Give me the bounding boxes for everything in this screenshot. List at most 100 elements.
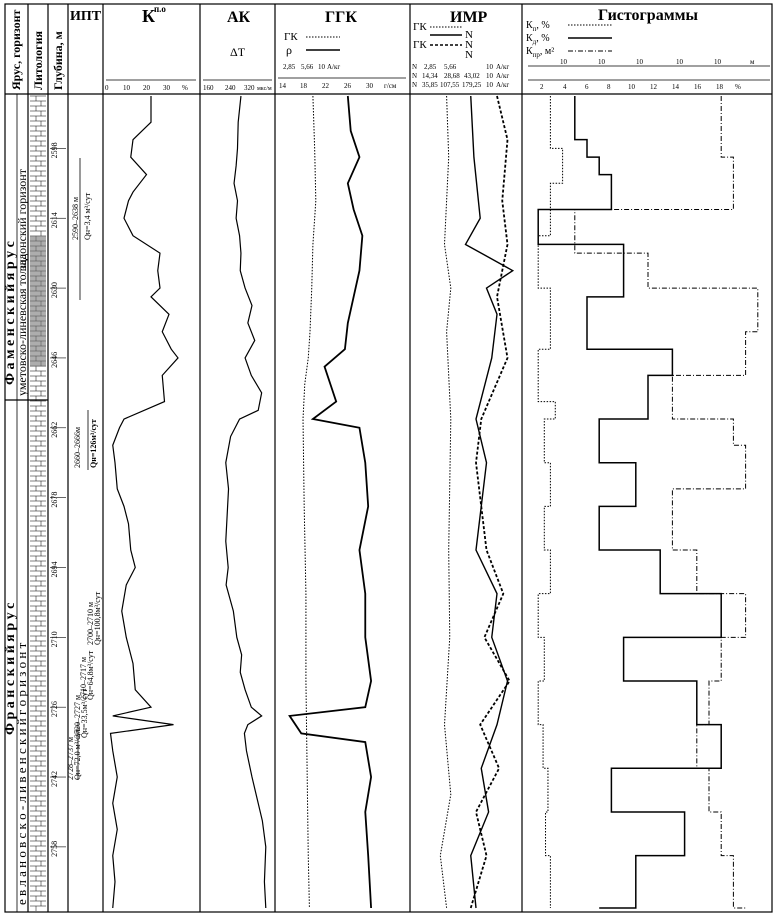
curve-1-0	[225, 95, 267, 909]
svg-text:10: 10	[628, 83, 636, 91]
curve-4-2	[574, 96, 759, 909]
ak-header: АК	[227, 9, 251, 26]
stage-evlan: е в л а н о в с к о - л и в е н с к и й …	[14, 642, 29, 905]
svg-text:16: 16	[694, 83, 702, 91]
svg-text:14,34: 14,34	[422, 72, 438, 80]
grid-frame	[4, 3, 773, 913]
test1-q: Qн=3,4 м³/сут	[83, 192, 92, 240]
svg-text:5,66: 5,66	[444, 63, 457, 71]
svg-text:6: 6	[585, 83, 589, 91]
svg-text:12: 12	[650, 83, 658, 91]
hist-legend-kpr: Кпр, м²	[526, 46, 554, 59]
ggk-legend-gk: ГК	[284, 31, 298, 43]
svg-text:2,85: 2,85	[283, 63, 296, 71]
curves	[109, 95, 759, 909]
ak-scale: 160 240 320 мкс/м	[203, 79, 272, 92]
stage-ustelivo: уметовско-линевская толща	[15, 253, 29, 396]
svg-text:20: 20	[143, 84, 151, 92]
depth-tick-label: 2598	[50, 142, 59, 158]
svg-text:10: 10	[598, 58, 606, 66]
legends: ΔT ГК ρ ГК N ГК N N Кп, % Кд, % Кпр, м²	[230, 20, 612, 61]
svg-text:мкс/м: мкс/м	[257, 86, 272, 92]
depth-tick-label: 2694	[50, 561, 59, 577]
svg-text:26: 26	[344, 82, 352, 90]
test2-q: Qн=126м³/сут	[89, 419, 98, 468]
test3-interval: 2700–2710 м	[86, 602, 95, 645]
svg-text:8: 8	[607, 83, 611, 91]
svg-text:10: 10	[486, 72, 494, 80]
kpo-header: К	[142, 6, 155, 26]
svg-text:5,66: 5,66	[301, 63, 314, 71]
svg-text:г/см: г/см	[384, 82, 397, 90]
kpo-scale: 0 10 20 30 %	[105, 79, 196, 92]
imr-legend-n3: N	[465, 49, 473, 61]
imr-legend-n2: N	[465, 39, 473, 51]
stage-famen: Ф а м е н с к и й я р у с	[3, 241, 18, 385]
ggk-header: ГГК	[325, 9, 357, 26]
test2-interval: 2660–2666м	[73, 427, 82, 468]
svg-text:14: 14	[672, 83, 680, 91]
stage-zadonsk: задонский горизонт	[15, 168, 29, 270]
svg-text:А/кг: А/кг	[496, 72, 509, 80]
svg-text:10: 10	[560, 58, 568, 66]
svg-text:10: 10	[123, 84, 131, 92]
ak-legend: ΔT	[230, 45, 246, 59]
svg-text:10: 10	[636, 58, 644, 66]
svg-text:179,25: 179,25	[462, 81, 482, 89]
svg-text:30: 30	[366, 82, 374, 90]
depth-axis: 2598 2614 2630 2646 2662 2678 2694 2710 2726 2742…	[50, 142, 66, 857]
svg-text:4: 4	[563, 83, 567, 91]
svg-text:А/кг: А/кг	[327, 63, 340, 71]
depth-tick-label: 2758	[50, 841, 59, 857]
curve-3-2	[469, 95, 511, 909]
svg-text:30: 30	[163, 84, 171, 92]
stage-column: Ф а м е н с к и й я р у с Ф р а н с к и …	[3, 94, 48, 912]
svg-text:18: 18	[716, 83, 724, 91]
svg-text:10: 10	[318, 63, 326, 71]
svg-text:22: 22	[322, 82, 330, 90]
curve-2-1	[288, 95, 373, 909]
test4-interval: 2710–2717 м	[79, 657, 88, 700]
svg-text:2: 2	[540, 83, 544, 91]
svg-text:107,55: 107,55	[440, 81, 460, 89]
imr-scale: N 2,85 5,66 10 А/кг N 14,34 28,68 43,02 …	[412, 63, 509, 89]
depth-tick-label: 2678	[50, 492, 59, 508]
svg-text:10: 10	[486, 81, 494, 89]
kpo-header-sup: п.о	[154, 4, 166, 14]
curve-4-0	[537, 96, 564, 908]
svg-text:240: 240	[225, 84, 236, 92]
svg-text:А/кг: А/кг	[496, 63, 509, 71]
ipt-column: 2590–2638 м Qн=3,4 м³/сут 2660–2666м Qн=…	[66, 158, 102, 780]
svg-text:160: 160	[203, 84, 214, 92]
svg-text:10: 10	[486, 63, 494, 71]
depth-header: Глубина, м	[51, 31, 65, 90]
test3-q: Qн=100,8м³/сут	[93, 591, 102, 645]
test5-interval: 2720–2727 м	[73, 695, 82, 738]
depth-tick-label: 2662	[50, 422, 59, 438]
svg-text:А/кг: А/кг	[496, 81, 509, 89]
svg-text:%: %	[182, 84, 188, 92]
lithology-header: Литология	[31, 30, 45, 90]
svg-text:N: N	[412, 72, 417, 80]
depth-tick-label: 2742	[50, 771, 59, 787]
scales: 0 10 20 30 % 160 240 320 мкс/м 2,85 5,66…	[105, 58, 770, 92]
hist-scale: 10 10 10 10 10 м 2 4 6 8 10 12 14 16 18 …	[528, 58, 770, 91]
svg-text:м: м	[750, 58, 755, 66]
imr-legend-gk2: ГК	[413, 39, 427, 51]
svg-text:14: 14	[279, 82, 287, 90]
ggk-scale: 2,85 5,66 10 А/кг 14 18 22 26 30 г/см	[278, 63, 406, 90]
hist-header: Гистограммы	[598, 7, 699, 24]
depth-tick-label: 2630	[50, 282, 59, 298]
test5-q: Qн=33,5м³/сут	[80, 688, 89, 738]
curve-3-1	[464, 95, 515, 909]
svg-text:43,02: 43,02	[464, 72, 480, 80]
test6-interval: 2728–2737 м	[66, 737, 75, 780]
ggk-legend-rho: ρ	[286, 43, 292, 57]
imr-legend-n1: N	[465, 29, 473, 41]
ipt-header: ИПТ	[70, 9, 102, 24]
hist-legend-kd: Кд, %	[526, 33, 550, 46]
svg-text:10: 10	[676, 58, 684, 66]
curve-2-0	[302, 95, 317, 909]
svg-text:35,85: 35,85	[422, 81, 438, 89]
